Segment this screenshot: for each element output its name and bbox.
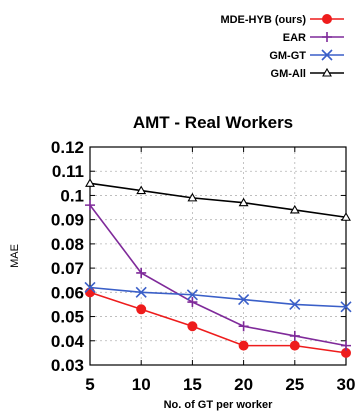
data-point [136,185,147,195]
series-gm-all [85,178,351,221]
series-line [89,286,347,308]
series-line [89,182,347,219]
x-tick-label: 10 [132,375,151,394]
legend-label: MDE-HYB (ours) [220,14,306,26]
legend-marker [322,32,332,42]
y-tick-label: 0.07 [51,259,84,278]
chart-title: AMT - Real Workers [133,113,293,132]
data-point [340,301,352,313]
legend-marker [321,49,333,61]
y-tick-label: 0.11 [52,162,84,181]
series-layer [84,178,352,358]
legend-label: EAR [283,32,306,44]
data-point [187,192,198,202]
data-point [238,197,249,207]
x-tick-label: 30 [337,375,356,394]
y-tick-label: 0.09 [51,211,84,230]
data-point [135,286,147,298]
data-point [187,321,198,332]
y-tick-label: 0.05 [51,308,84,327]
data-point [341,340,351,351]
series-gm-gt [84,281,352,313]
data-point [341,212,351,221]
data-point [85,178,95,187]
data-point [187,297,198,308]
data-point [136,304,147,315]
data-point [238,294,250,306]
x-tick-label: 25 [285,375,304,394]
data-point [289,298,301,311]
legend-marker [322,14,332,24]
x-tick-label: 5 [85,375,94,394]
y-tick-label: 0.04 [51,332,85,351]
y-tick-label: 0.12 [51,138,84,157]
x-axis-label: No. of GT per worker [164,399,274,411]
legend-marker [322,67,332,77]
plot-frame [89,146,347,366]
x-tick-label: 20 [234,375,253,394]
data-point [289,204,300,214]
y-axis-label: MAE [9,244,21,268]
y-tick-label: 0.03 [51,356,84,375]
data-point [84,281,96,294]
data-point [136,267,147,278]
data-point [289,340,300,351]
x-tick-label: 15 [183,375,202,394]
legend-label: GM-All [271,68,306,80]
y-tick-label: 0.08 [51,235,84,254]
data-point [238,340,249,351]
legend-label: GM-GT [269,50,306,62]
series-ear [85,200,351,351]
y-tick-label: 0.1 [60,186,84,205]
data-point [238,321,249,332]
series-line [89,204,347,347]
data-point [289,330,300,341]
y-tick-label: 0.06 [51,283,84,302]
legend: MDE-HYB (ours) EAR GM-GT GM-All [220,14,344,80]
y-axis: 0.03 0.04 0.05 0.06 0.07 0.08 0.09 0.1 0.11 0.12 [51,138,346,375]
data-point [186,289,198,301]
data-point [85,200,95,211]
series-line [89,291,347,354]
x-axis: 5 10 15 20 25 30 [85,147,355,394]
series-mde-hyb-ours [85,287,351,358]
data-point [85,287,95,298]
